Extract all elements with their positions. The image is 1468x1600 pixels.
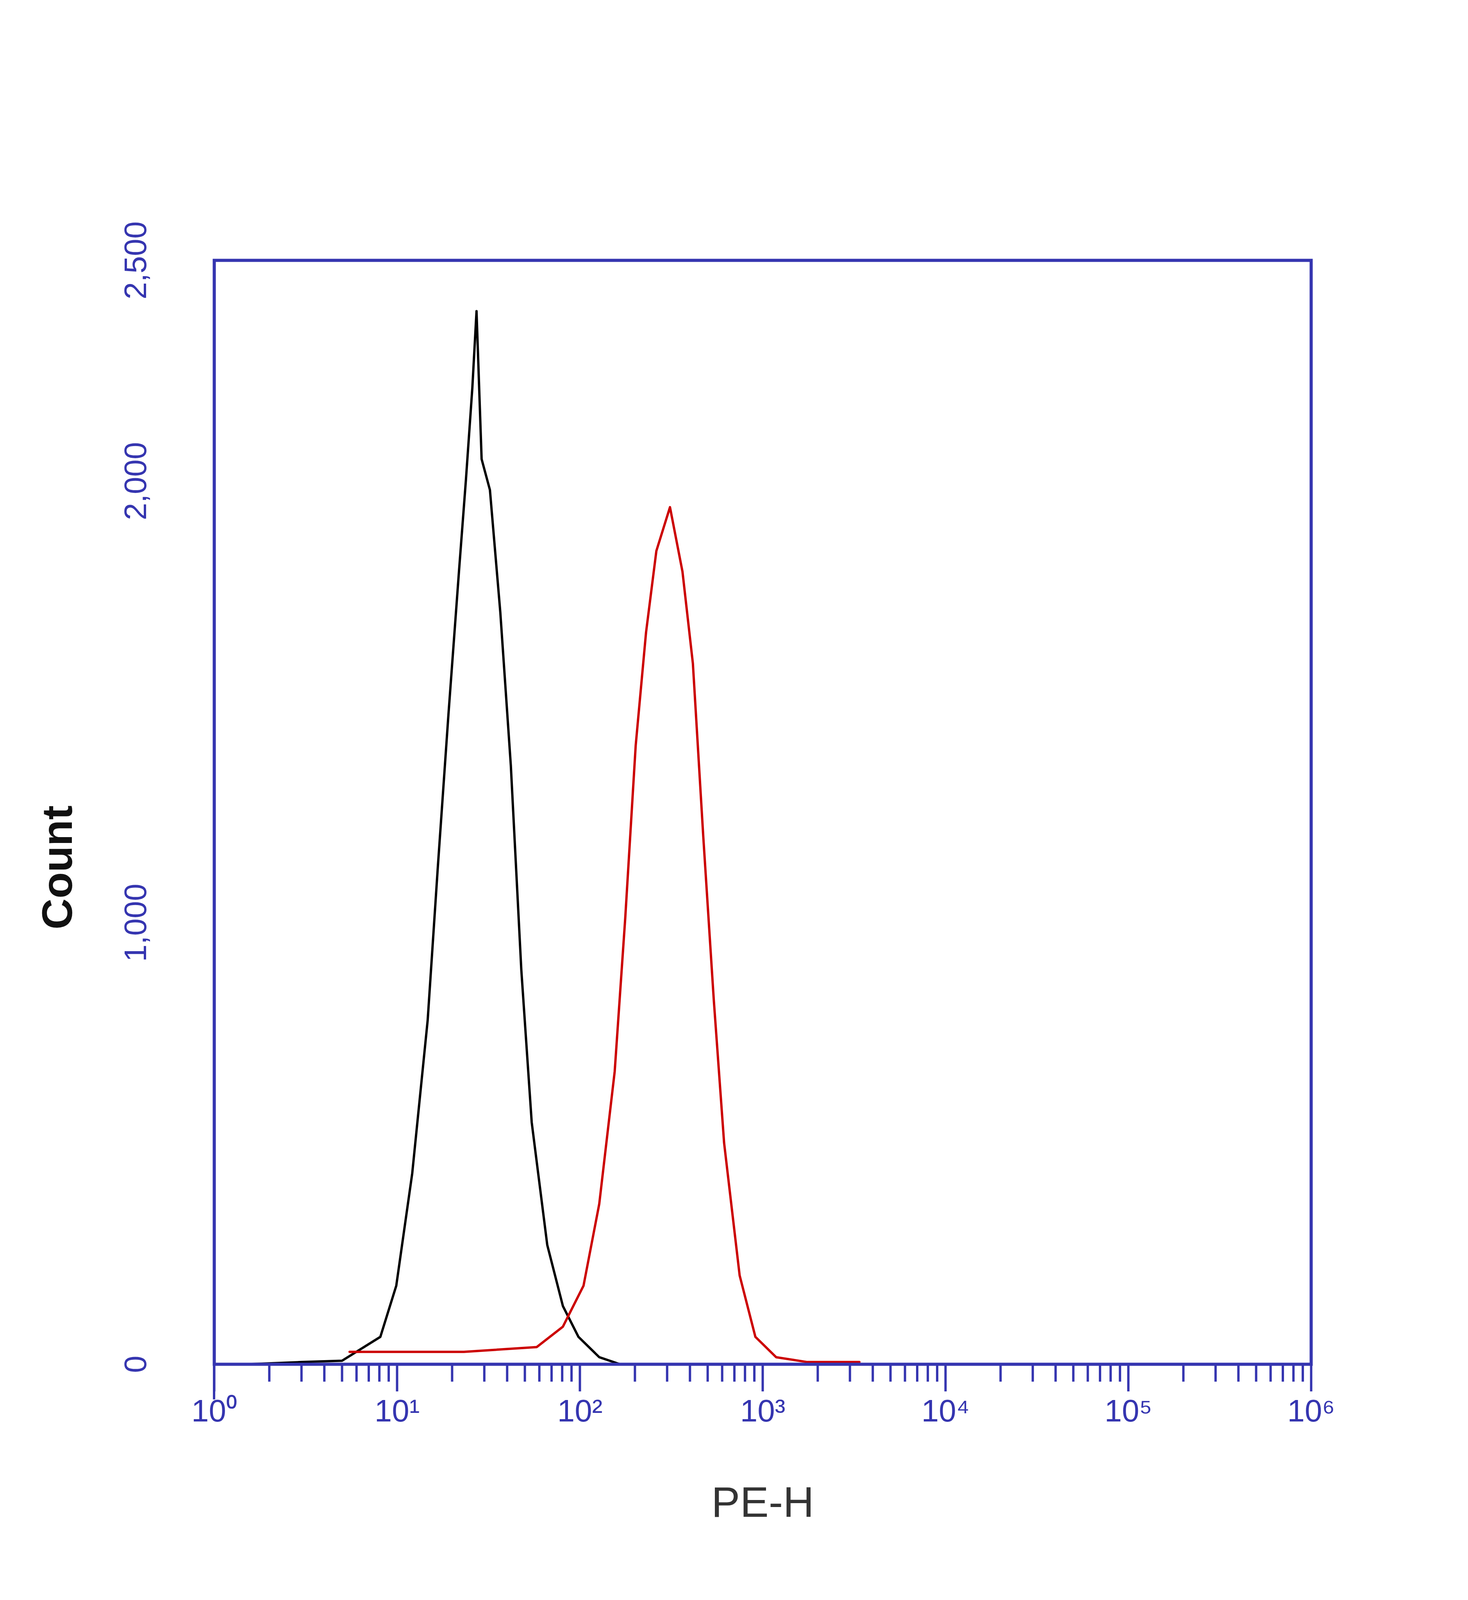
svg-text:10⁰: 10⁰: [191, 1393, 238, 1429]
svg-text:2,500: 2,500: [117, 221, 153, 300]
svg-text:0: 0: [117, 1355, 153, 1374]
svg-text:2,000: 2,000: [117, 442, 153, 521]
svg-text:PE-H: PE-H: [711, 1477, 815, 1526]
svg-text:10⁶: 10⁶: [1287, 1393, 1336, 1429]
svg-text:Count: Count: [32, 805, 81, 930]
svg-text:10⁴: 10⁴: [921, 1393, 970, 1429]
svg-text:10⁵: 10⁵: [1104, 1393, 1152, 1429]
svg-text:1,000: 1,000: [117, 883, 153, 962]
svg-text:10¹: 10¹: [374, 1393, 420, 1429]
svg-text:10²: 10²: [557, 1393, 603, 1429]
svg-text:10³: 10³: [740, 1393, 786, 1429]
